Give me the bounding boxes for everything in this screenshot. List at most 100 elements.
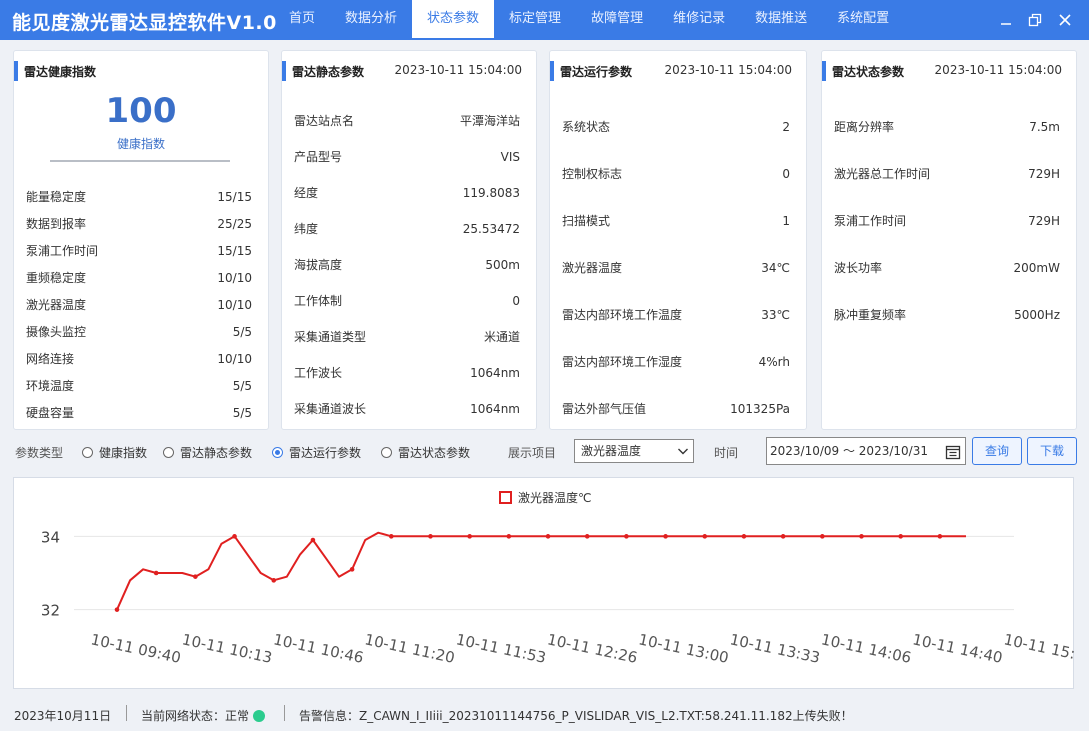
param-value: 10/10: [217, 271, 252, 285]
date-range-picker[interactable]: 2023/10/09 ～ 2023/10/31: [766, 437, 966, 465]
x-tick-label: 10-11 14:06: [820, 630, 913, 667]
param-row: 激光器温度 34℃: [562, 259, 790, 277]
data-point: [271, 578, 277, 583]
param-row: 泵浦工作时间 15/15: [26, 242, 252, 260]
param-name: 纬度: [294, 222, 319, 236]
x-tick-label: 10-11 12:26: [546, 630, 639, 667]
top-bar: 能见度激光雷达显控软件V1.0 首页 数据分析 状态参数 标定管理 故障管理 维…: [0, 0, 1089, 40]
param-name: 雷达内部环境工作温度: [562, 308, 683, 322]
query-button[interactable]: 查询: [972, 437, 1022, 465]
data-point: [859, 534, 864, 539]
param-row: 经度 119.8083: [294, 184, 520, 202]
param-value: 729H: [1028, 214, 1060, 228]
param-row: 系统状态 2: [562, 118, 790, 136]
y-tick-label: 32: [41, 602, 60, 620]
minimize-icon[interactable]: [996, 10, 1016, 30]
nav-fault[interactable]: 故障管理: [591, 11, 644, 26]
param-name: 扫描模式: [562, 214, 611, 228]
data-point: [349, 567, 355, 572]
time-label: 时间: [714, 446, 739, 460]
close-icon[interactable]: [1055, 10, 1075, 30]
x-tick-label: 10-11 15:: [1002, 630, 1075, 663]
param-value: 33℃: [761, 308, 790, 322]
radio-health-index[interactable]: 健康指数: [82, 444, 147, 461]
param-name: 环境温度: [26, 379, 75, 393]
param-row: 能量稳定度 15/15: [26, 188, 252, 206]
param-name: 工作波长: [294, 366, 343, 380]
nav-data-analysis[interactable]: 数据分析: [345, 11, 398, 26]
param-value: 1064nm: [470, 402, 520, 416]
app-title: 能见度激光雷达显控软件V1.0: [12, 12, 277, 34]
card-accent-bar: [14, 61, 18, 81]
status-date: 2023年10月11日: [14, 709, 112, 723]
param-name: 激光器温度: [562, 261, 623, 275]
radio-run-params[interactable]: 雷达运行参数: [272, 444, 361, 461]
param-name: 摄像头监控: [26, 325, 87, 339]
param-name: 能量稳定度: [26, 190, 87, 204]
param-value: 500m: [485, 258, 520, 272]
x-tick-label: 10-11 10:46: [272, 630, 365, 667]
run-params-card: 雷达运行参数 2023-10-11 15:04:00 系统状态 2 控制权标志 0 …: [549, 50, 807, 430]
download-button[interactable]: 下载: [1027, 437, 1077, 465]
health-score: 100: [105, 91, 177, 131]
data-point: [780, 534, 786, 539]
param-name: 系统状态: [562, 120, 611, 134]
card-header: 雷达健康指数: [14, 61, 268, 81]
param-name: 距离分辨率: [834, 120, 895, 134]
param-value: 4%rh: [758, 355, 790, 369]
status-bar: 2023年10月11日 当前网络状态：正常 告警信息：Z_CAWN_I_IIii…: [0, 700, 1089, 731]
nav-maintenance[interactable]: 维修记录: [673, 11, 726, 26]
param-value: 200mW: [1013, 261, 1060, 275]
radio-state-params[interactable]: 雷达状态参数: [381, 444, 470, 461]
nav-calibration[interactable]: 标定管理: [509, 11, 562, 26]
legend-marker: [499, 491, 512, 504]
radio-label: 雷达运行参数: [289, 446, 362, 460]
x-tick-label: 10-11 13:00: [637, 630, 730, 667]
x-tick-label: 10-11 11:20: [363, 630, 456, 667]
param-name: 硬盘容量: [26, 406, 75, 420]
calendar-icon[interactable]: [945, 443, 961, 469]
param-name: 控制权标志: [562, 167, 623, 181]
param-name: 工作体制: [294, 294, 343, 308]
radio-static-params[interactable]: 雷达静态参数: [163, 444, 252, 461]
data-point: [741, 534, 747, 539]
static-params-card: 雷达静态参数 2023-10-11 15:04:00 雷达站点名 平潭海洋站 产品…: [281, 50, 537, 430]
param-value: 5/5: [232, 406, 252, 420]
param-name: 激光器总工作时间: [834, 167, 931, 181]
data-point: [898, 534, 903, 539]
display-item-select[interactable]: 激光器温度: [574, 439, 694, 463]
param-row: 摄像头监控 5/5: [26, 323, 252, 341]
card-timestamp: 2023-10-11 15:04:00: [934, 63, 1062, 77]
divider: [50, 160, 230, 162]
nav-system-config[interactable]: 系统配置: [837, 11, 890, 26]
param-value: 25.53472: [462, 222, 520, 236]
radio-dot: [163, 447, 174, 458]
param-value: 5000Hz: [1014, 308, 1060, 322]
x-tick-label: 10-11 13:33: [728, 630, 821, 667]
data-point: [584, 534, 590, 539]
network-status: 当前网络状态：正常: [141, 707, 266, 724]
nav-home[interactable]: 首页: [289, 11, 316, 26]
nav-data-push[interactable]: 数据推送: [755, 11, 808, 26]
param-row: 纬度 25.53472: [294, 220, 520, 238]
param-row: 采集通道波长 1064nm: [294, 400, 520, 418]
nav-status-params[interactable]: 状态参数: [412, 0, 495, 40]
x-tick-label: 10-11 11:53: [454, 630, 547, 667]
param-value: 0: [512, 294, 520, 308]
param-row: 工作波长 1064nm: [294, 364, 520, 382]
param-value: 119.8083: [462, 186, 520, 200]
restore-icon[interactable]: [1025, 10, 1045, 30]
data-point: [153, 570, 159, 576]
data-point: [663, 534, 668, 539]
param-name: 泵浦工作时间: [26, 244, 99, 258]
param-value: 10/10: [217, 298, 252, 312]
data-point: [467, 534, 472, 539]
param-row: 产品型号 VIS: [294, 148, 520, 166]
param-value: 729H: [1028, 167, 1060, 181]
param-row: 激光器总工作时间 729H: [834, 165, 1060, 183]
param-row: 泵浦工作时间 729H: [834, 212, 1060, 230]
data-point: [624, 534, 629, 539]
param-row: 控制权标志 0: [562, 165, 790, 183]
display-item-value: 激光器温度: [581, 444, 642, 458]
param-name: 激光器温度: [26, 298, 87, 312]
